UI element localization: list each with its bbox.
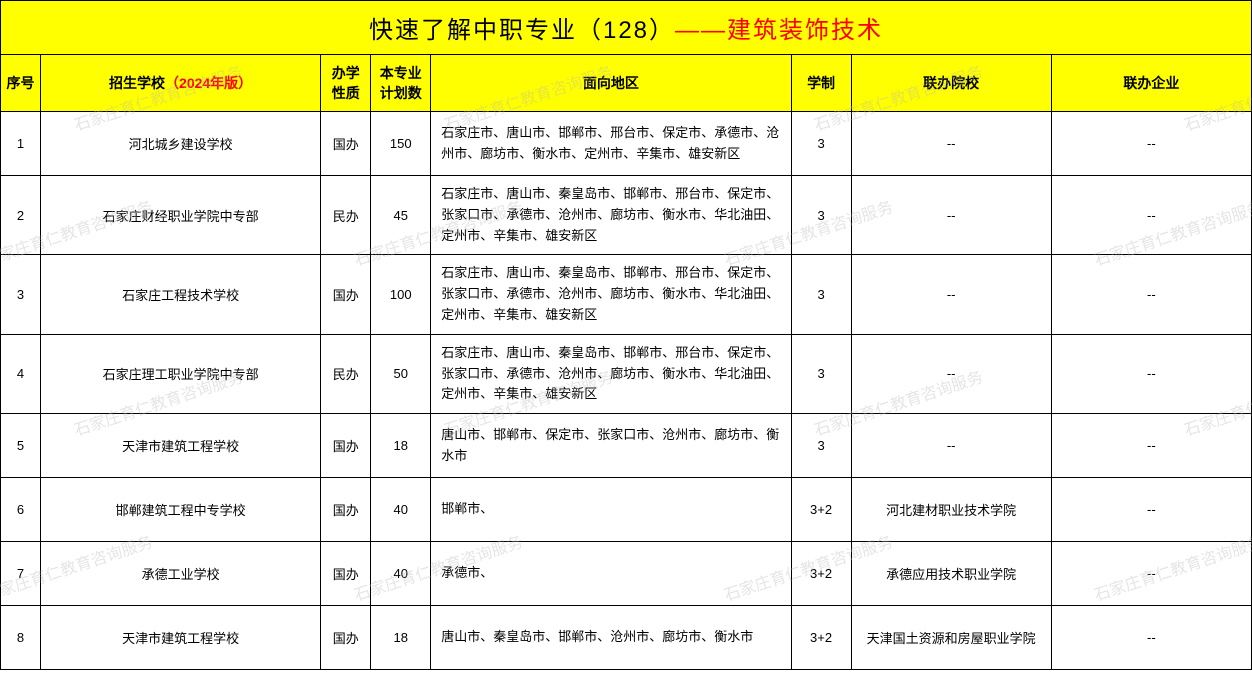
cell-school: 承德工业学校 — [41, 542, 321, 606]
table-row: 5天津市建筑工程学校国办18唐山市、邯郸市、保定市、张家口市、沧州市、廊坊市、衡… — [1, 414, 1252, 478]
schools-table: 快速了解中职专业（128）——建筑装饰技术 序号 招生学校（2024年版） 办学… — [0, 0, 1252, 670]
cell-partner-school: 河北建材职业技术学院 — [851, 478, 1051, 542]
table-body: 1河北城乡建设学校国办150石家庄市、唐山市、邯郸市、邢台市、保定市、承德市、沧… — [1, 112, 1252, 670]
header-nature: 办学性质 — [321, 55, 371, 112]
header-school-year: （2024年版） — [165, 75, 252, 91]
cell-seq: 5 — [1, 414, 41, 478]
header-seq: 序号 — [1, 55, 41, 112]
cell-partner-school: 承德应用技术职业学院 — [851, 542, 1051, 606]
main-table-container: 快速了解中职专业（128）——建筑装饰技术 序号 招生学校（2024年版） 办学… — [0, 0, 1252, 670]
cell-seq: 3 — [1, 255, 41, 334]
cell-seq: 7 — [1, 542, 41, 606]
cell-seq: 4 — [1, 334, 41, 413]
page-title: 快速了解中职专业（128）——建筑装饰技术 — [1, 1, 1252, 55]
header-region: 面向地区 — [431, 55, 791, 112]
table-row: 7承德工业学校国办40承德市、3+2承德应用技术职业学院-- — [1, 542, 1252, 606]
cell-region: 石家庄市、唐山市、邯郸市、邢台市、保定市、承德市、沧州市、廊坊市、衡水市、定州市… — [431, 112, 791, 176]
cell-nature: 国办 — [321, 112, 371, 176]
cell-school: 河北城乡建设学校 — [41, 112, 321, 176]
cell-school: 天津市建筑工程学校 — [41, 414, 321, 478]
cell-system: 3+2 — [791, 478, 851, 542]
cell-partner-school: -- — [851, 176, 1051, 255]
cell-plan: 50 — [371, 334, 431, 413]
cell-plan: 45 — [371, 176, 431, 255]
cell-plan: 18 — [371, 606, 431, 670]
cell-partner-company: -- — [1051, 255, 1251, 334]
cell-system: 3 — [791, 255, 851, 334]
cell-region: 石家庄市、唐山市、秦皇岛市、邯郸市、邢台市、保定市、张家口市、承德市、沧州市、廊… — [431, 255, 791, 334]
cell-nature: 国办 — [321, 414, 371, 478]
cell-plan: 150 — [371, 112, 431, 176]
cell-nature: 国办 — [321, 542, 371, 606]
header-partner-school: 联办院校 — [851, 55, 1051, 112]
cell-system: 3 — [791, 112, 851, 176]
table-row: 6邯郸建筑工程中专学校国办40邯郸市、3+2河北建材职业技术学院-- — [1, 478, 1252, 542]
cell-partner-school: -- — [851, 112, 1051, 176]
header-plan: 本专业计划数 — [371, 55, 431, 112]
cell-system: 3 — [791, 414, 851, 478]
cell-region: 承德市、 — [431, 542, 791, 606]
cell-plan: 40 — [371, 542, 431, 606]
title-row: 快速了解中职专业（128）——建筑装饰技术 — [1, 1, 1252, 55]
cell-system: 3+2 — [791, 606, 851, 670]
cell-region: 邯郸市、 — [431, 478, 791, 542]
header-school: 招生学校（2024年版） — [41, 55, 321, 112]
table-row: 1河北城乡建设学校国办150石家庄市、唐山市、邯郸市、邢台市、保定市、承德市、沧… — [1, 112, 1252, 176]
cell-plan: 18 — [371, 414, 431, 478]
cell-seq: 8 — [1, 606, 41, 670]
cell-seq: 2 — [1, 176, 41, 255]
cell-plan: 40 — [371, 478, 431, 542]
cell-seq: 1 — [1, 112, 41, 176]
cell-region: 唐山市、秦皇岛市、邯郸市、沧州市、廊坊市、衡水市 — [431, 606, 791, 670]
title-suffix: ——建筑装饰技术 — [675, 17, 883, 44]
cell-partner-school: 天津国土资源和房屋职业学院 — [851, 606, 1051, 670]
table-row: 3石家庄工程技术学校国办100石家庄市、唐山市、秦皇岛市、邯郸市、邢台市、保定市… — [1, 255, 1252, 334]
cell-partner-company: -- — [1051, 414, 1251, 478]
cell-school: 石家庄理工职业学院中专部 — [41, 334, 321, 413]
cell-school: 天津市建筑工程学校 — [41, 606, 321, 670]
cell-region: 石家庄市、唐山市、秦皇岛市、邯郸市、邢台市、保定市、张家口市、承德市、沧州市、廊… — [431, 176, 791, 255]
header-school-label: 招生学校 — [109, 75, 165, 91]
cell-system: 3 — [791, 334, 851, 413]
cell-nature: 国办 — [321, 478, 371, 542]
cell-nature: 国办 — [321, 606, 371, 670]
cell-nature: 民办 — [321, 334, 371, 413]
table-row: 2石家庄财经职业学院中专部民办45石家庄市、唐山市、秦皇岛市、邯郸市、邢台市、保… — [1, 176, 1252, 255]
cell-partner-company: -- — [1051, 176, 1251, 255]
title-prefix: 快速了解中职专业（128） — [369, 17, 675, 44]
cell-partner-company: -- — [1051, 334, 1251, 413]
cell-school: 邯郸建筑工程中专学校 — [41, 478, 321, 542]
header-partner-company: 联办企业 — [1051, 55, 1251, 112]
cell-partner-school: -- — [851, 334, 1051, 413]
cell-partner-company: -- — [1051, 606, 1251, 670]
cell-partner-company: -- — [1051, 112, 1251, 176]
cell-seq: 6 — [1, 478, 41, 542]
header-system: 学制 — [791, 55, 851, 112]
cell-nature: 国办 — [321, 255, 371, 334]
cell-partner-company: -- — [1051, 478, 1251, 542]
cell-region: 石家庄市、唐山市、秦皇岛市、邯郸市、邢台市、保定市、张家口市、承德市、沧州市、廊… — [431, 334, 791, 413]
cell-partner-school: -- — [851, 414, 1051, 478]
cell-plan: 100 — [371, 255, 431, 334]
cell-partner-school: -- — [851, 255, 1051, 334]
cell-partner-company: -- — [1051, 542, 1251, 606]
cell-school: 石家庄工程技术学校 — [41, 255, 321, 334]
header-row: 序号 招生学校（2024年版） 办学性质 本专业计划数 面向地区 学制 联办院校… — [1, 55, 1252, 112]
cell-region: 唐山市、邯郸市、保定市、张家口市、沧州市、廊坊市、衡水市 — [431, 414, 791, 478]
table-row: 4石家庄理工职业学院中专部民办50石家庄市、唐山市、秦皇岛市、邯郸市、邢台市、保… — [1, 334, 1252, 413]
table-row: 8天津市建筑工程学校国办18唐山市、秦皇岛市、邯郸市、沧州市、廊坊市、衡水市3+… — [1, 606, 1252, 670]
cell-nature: 民办 — [321, 176, 371, 255]
cell-school: 石家庄财经职业学院中专部 — [41, 176, 321, 255]
cell-system: 3+2 — [791, 542, 851, 606]
cell-system: 3 — [791, 176, 851, 255]
